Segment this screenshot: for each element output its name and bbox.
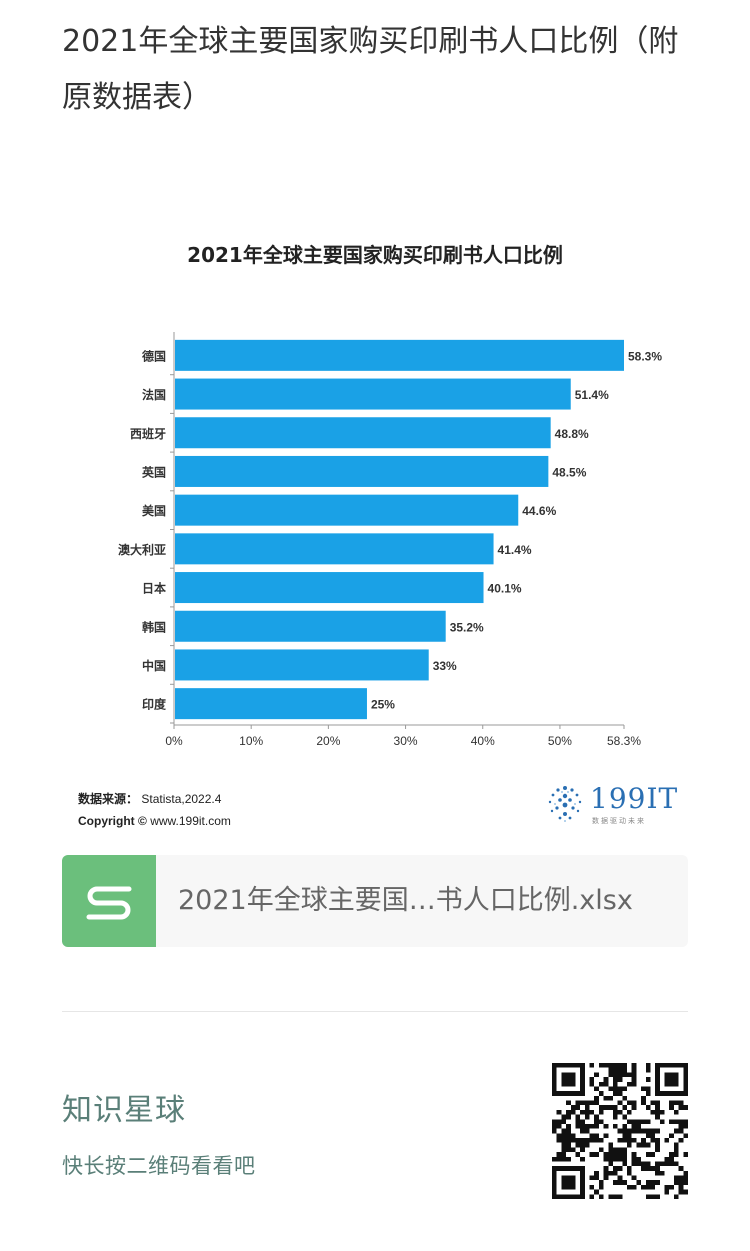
brand-name: 199IT — [590, 782, 679, 815]
category-label: 法国 — [142, 387, 166, 402]
category-label: 印度 — [142, 697, 167, 712]
promo-subtitle: 快长按二维码看看吧 — [62, 1154, 256, 1178]
category-label: 中国 — [142, 658, 166, 673]
qr-modules — [552, 1063, 688, 1199]
chart-image: 2021年全球主要国家购买印刷书人口比例德国 58.3% 法国 51.4% 西班牙 48.… — [62, 220, 688, 840]
promo-title: 知识星球 — [62, 1093, 186, 1128]
category-label: 德国 — [142, 348, 166, 363]
brand-tagline: 数据驱动未来 — [592, 817, 646, 825]
s-file-icon — [62, 855, 156, 947]
section-divider — [62, 1011, 688, 1012]
chart-source: 数据来源： Statista,2022.4 Copyright © www.19… — [78, 788, 231, 832]
x-tick-label: 58.3% — [607, 734, 641, 748]
page-title: 2021年全球主要国家购买印刷书人口比例（附原数据表） — [62, 24, 679, 115]
category-label: 日本 — [142, 581, 166, 596]
category-label: 澳大利亚 — [118, 542, 166, 557]
bar — [175, 455, 549, 487]
category-label: 西班牙 — [130, 426, 166, 441]
x-tick-label: 50% — [548, 734, 572, 748]
bar — [175, 417, 551, 449]
data-label: 48.5% — [552, 465, 586, 479]
category-label: 美国 — [142, 503, 166, 518]
bar — [175, 378, 571, 410]
bar — [175, 688, 367, 720]
x-tick-label: 20% — [316, 734, 340, 748]
data-label: 44.6% — [522, 504, 556, 518]
data-label: 48.8% — [555, 427, 589, 441]
data-label: 41.4% — [498, 543, 532, 557]
bar — [175, 494, 519, 526]
copyright-value: www.199it.com — [150, 814, 231, 828]
bar — [175, 339, 624, 371]
chart-title: 2021年全球主要国家购买印刷书人口比例 — [187, 243, 563, 267]
brand-dots-icon — [548, 786, 582, 822]
bar — [175, 610, 446, 642]
category-label: 韩国 — [142, 619, 166, 634]
data-label: 33% — [433, 659, 457, 673]
data-label: 25% — [371, 698, 395, 712]
qr-code-icon[interactable] — [552, 1063, 688, 1199]
category-label: 英国 — [142, 464, 166, 479]
attachment-file-card[interactable]: 2021年全球主要国…书人口比例.xlsx — [62, 855, 688, 947]
data-label: 58.3% — [628, 349, 662, 363]
data-label: 35.2% — [450, 620, 484, 634]
data-label: 40.1% — [488, 582, 522, 596]
copyright-label: Copyright © — [78, 814, 147, 828]
attachment-filename: 2021年全球主要国…书人口比例.xlsx — [178, 885, 633, 916]
data-label: 51.4% — [575, 388, 609, 402]
x-tick-label: 40% — [471, 734, 495, 748]
source-value: Statista,2022.4 — [141, 792, 222, 806]
x-tick-label: 30% — [394, 734, 418, 748]
brand-logo: 199IT 数据驱动未来 — [542, 780, 682, 830]
bar — [175, 649, 429, 681]
source-label: 数据来源： — [78, 792, 139, 806]
bar — [175, 533, 494, 565]
x-tick-label: 10% — [239, 734, 263, 748]
x-tick-label: 0% — [165, 734, 183, 748]
bar — [175, 572, 484, 604]
